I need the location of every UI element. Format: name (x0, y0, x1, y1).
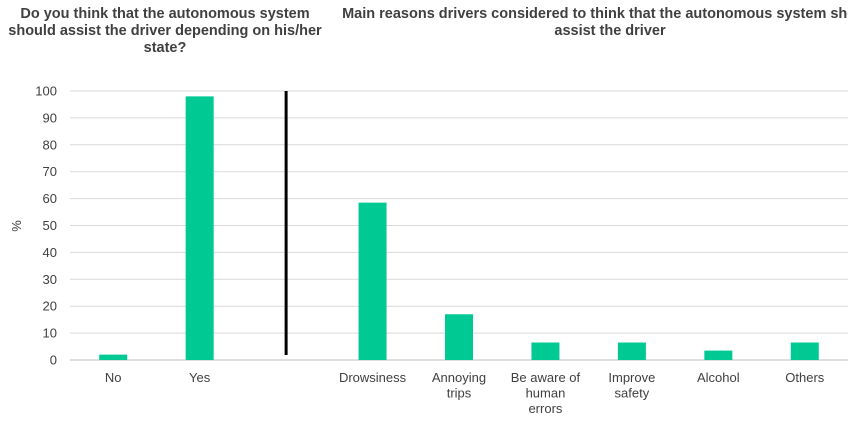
y-axis-label: % (9, 220, 24, 232)
y-tick-label: 60 (43, 191, 57, 206)
bar-yes (185, 96, 214, 360)
x-category-label: Annoying trips (432, 370, 486, 401)
y-tick-label: 100 (35, 84, 57, 99)
y-tick-label: 20 (43, 299, 57, 314)
right-chart-title: Main reasons drivers considered to think… (342, 6, 848, 39)
bar-alcohol (704, 350, 733, 360)
y-tick-label: 10 (43, 326, 57, 341)
x-category-label: Others (785, 370, 825, 385)
left-chart-title: Do you think that the autonomous system … (8, 6, 322, 56)
y-tick-label: 80 (43, 137, 57, 152)
y-tick-label: 90 (43, 110, 57, 125)
bar-others (790, 342, 819, 360)
y-tick-label: 70 (43, 164, 57, 179)
x-category-label: Alcohol (697, 370, 740, 385)
x-category-label: Drowsiness (339, 370, 407, 385)
y-tick-label: 30 (43, 272, 57, 287)
y-tick-label: 40 (43, 245, 57, 260)
x-category-label: Improve safety (608, 370, 655, 401)
y-tick-label: 0 (50, 353, 57, 368)
bar-annoying-trips (445, 314, 473, 360)
y-axis-ticks: 0 10 20 30 40 50 60 70 80 90 100 (35, 84, 57, 368)
bars (99, 91, 819, 360)
x-category-label: Be aware of human errors (511, 370, 581, 416)
bar-be-aware-of-human-errors (531, 342, 560, 360)
y-tick-label: 50 (43, 218, 57, 233)
bar-drowsiness (358, 202, 387, 360)
x-category-label: Yes (189, 370, 211, 385)
x-axis-categories: No Yes Drowsiness Annoying trips Be aware of h… (105, 370, 825, 416)
x-category-label: No (105, 370, 122, 385)
bar-improve-safety (617, 342, 646, 360)
bar-no (99, 354, 128, 360)
